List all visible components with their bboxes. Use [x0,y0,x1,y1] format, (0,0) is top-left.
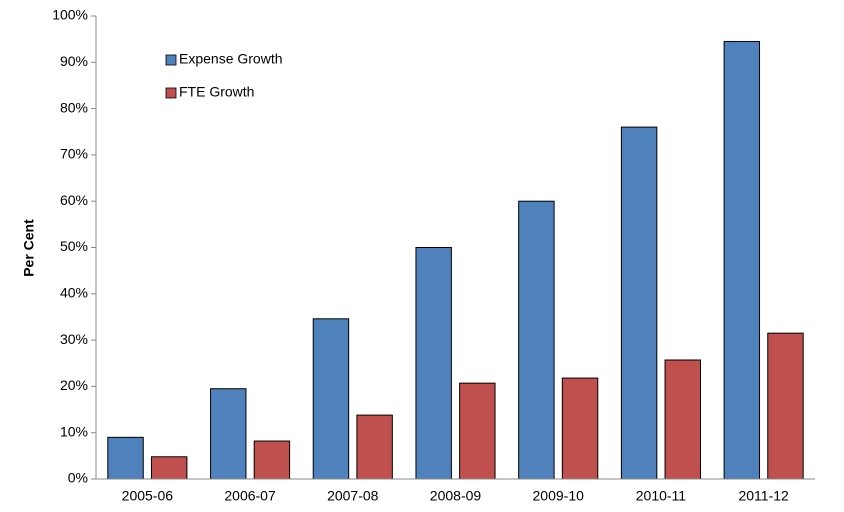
legend-swatch [165,54,177,66]
bar [459,382,496,480]
x-tick-label: 2007-08 [327,488,379,504]
bar [107,436,144,480]
legend-label: FTE Growth [179,84,254,100]
bar [664,359,701,480]
y-tick-label: 60% [60,192,88,208]
x-tick-label: 2006-07 [224,488,276,504]
y-tick-label: 30% [60,331,88,347]
bar [561,377,599,480]
y-tick-label: 90% [60,53,88,69]
legend-swatch [165,87,177,99]
bar [356,414,393,480]
y-tick-label: 0% [68,470,88,486]
x-tick-label: 2008-09 [430,488,482,504]
bar [415,247,452,480]
bar [518,200,555,480]
y-axis-title: Per Cent [21,219,37,277]
y-tick-label: 50% [60,238,88,254]
y-tick-label: 20% [60,377,88,393]
y-tick-label: 10% [60,423,88,439]
y-tick-label: 70% [60,146,88,162]
bar [253,440,291,480]
y-tick-label: 40% [60,285,88,301]
x-tick-label: 2005-06 [122,488,174,504]
y-tick-label: 100% [52,7,88,23]
x-tick-label: 2010-11 [636,488,687,504]
bar [210,388,247,480]
bar [620,126,658,480]
bar [150,456,188,480]
x-tick-label: 2011-12 [738,488,789,504]
bar [723,40,761,480]
bar [767,332,804,480]
legend-label: Expense Growth [179,51,283,67]
y-tick-label: 80% [60,99,88,115]
bar [312,318,350,480]
x-tick-label: 2009-10 [533,488,585,504]
